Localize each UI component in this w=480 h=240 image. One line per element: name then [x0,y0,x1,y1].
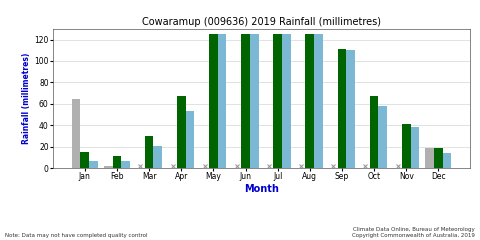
Bar [370,96,378,168]
Bar [209,34,218,168]
Title: Cowaramup (009636) 2019 Rainfall (millimetres): Cowaramup (009636) 2019 Rainfall (millim… [142,17,381,27]
Bar [89,161,98,168]
Bar [145,136,154,168]
Bar [402,124,410,168]
Bar [218,34,227,168]
Bar [186,111,194,168]
Bar [241,34,250,168]
X-axis label: Month: Month [244,184,279,194]
Bar [72,99,81,168]
Bar [314,34,323,168]
Text: Note: Data may not have completed quality control: Note: Data may not have completed qualit… [5,233,147,238]
Bar [177,96,186,168]
Bar [121,161,130,168]
Bar [410,127,419,168]
Bar [81,152,89,168]
Bar [443,153,451,168]
Text: Climate Data Online, Bureau of Meteorology
Copyright Commonwealth of Australia, : Climate Data Online, Bureau of Meteorolo… [352,227,475,238]
Bar [154,145,162,168]
Bar [434,148,443,168]
Bar [104,166,113,168]
Bar [346,50,355,168]
Bar [425,148,434,168]
Bar [305,34,314,168]
Bar [273,34,282,168]
Bar [378,106,387,168]
Bar [282,34,291,168]
Y-axis label: Rainfall (millimetres): Rainfall (millimetres) [23,53,31,144]
Bar [113,156,121,168]
Bar [337,49,346,168]
Bar [250,34,259,168]
